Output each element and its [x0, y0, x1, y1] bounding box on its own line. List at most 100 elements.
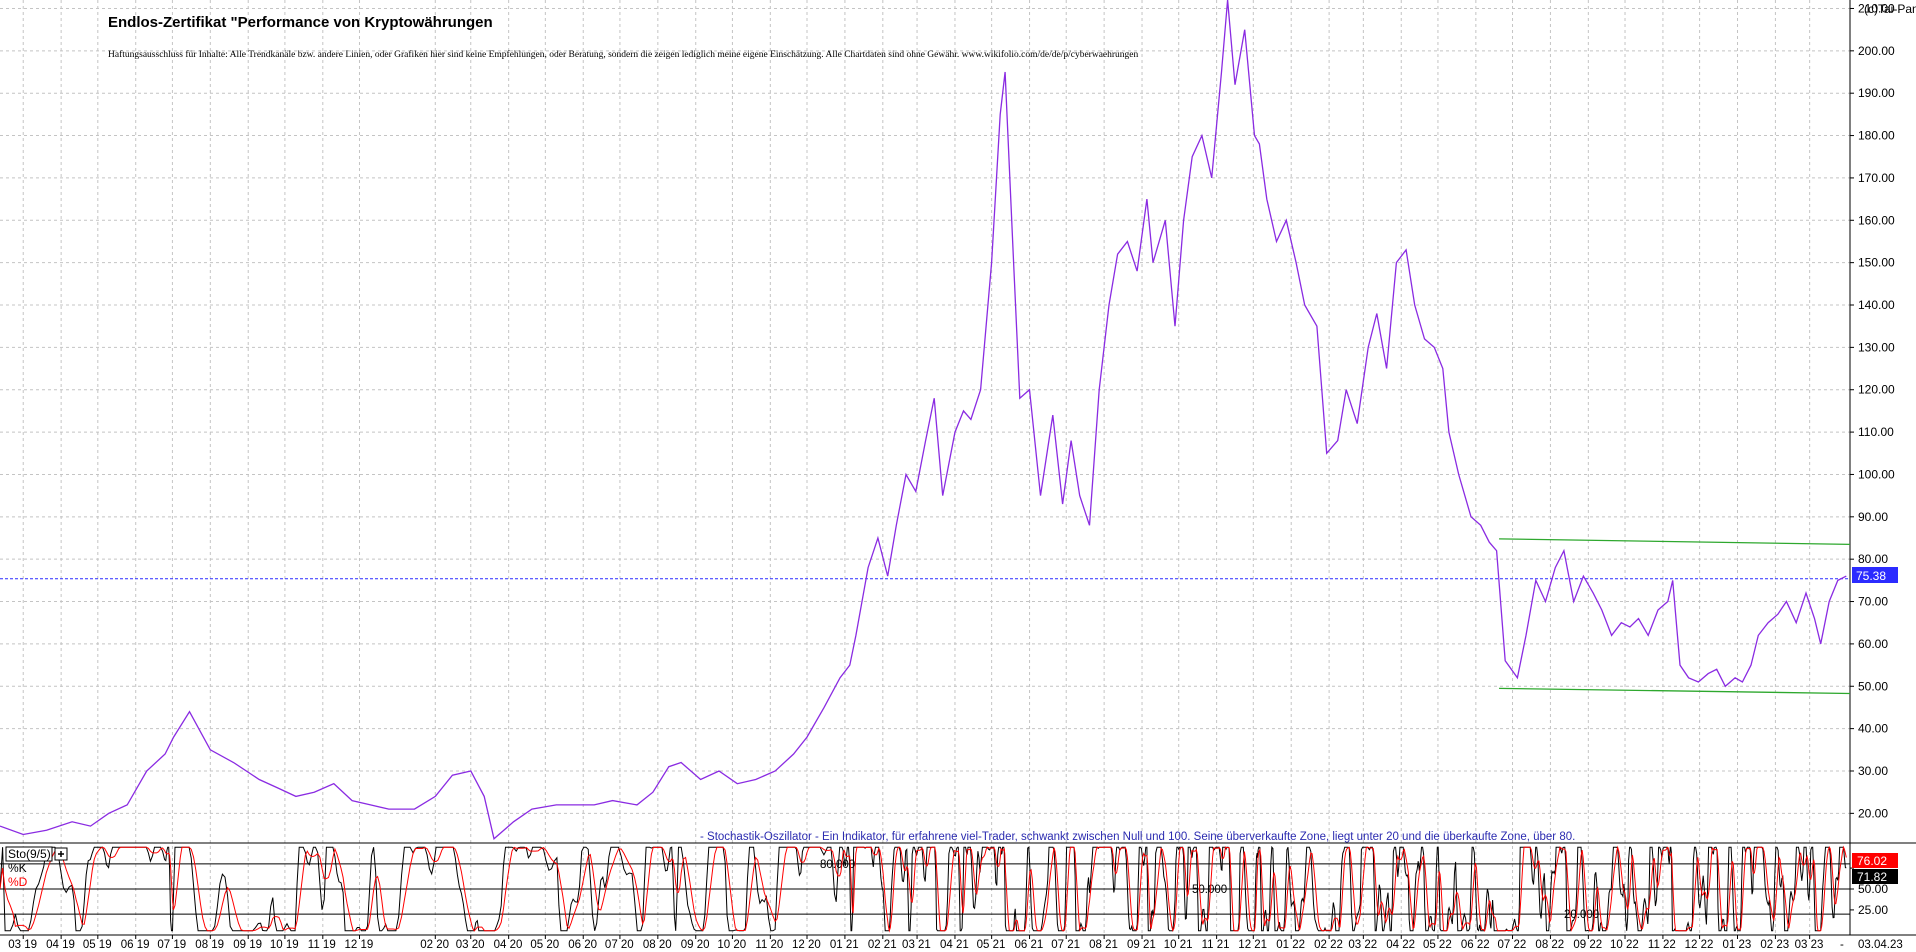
price-tick-label: 60.00 — [1858, 637, 1888, 651]
price-tick-label: 180.00 — [1858, 129, 1895, 143]
time-tick-label: 12 21 — [1238, 939, 1267, 951]
price-tick-label: 20.00 — [1858, 806, 1888, 820]
time-tick-label: 07 19 — [157, 939, 186, 951]
price-tick-label: 140.00 — [1858, 298, 1895, 312]
time-tick-label: 06 19 — [121, 939, 150, 951]
time-tick-label: 06 22 — [1461, 939, 1490, 951]
price-tick-label: 100.00 — [1858, 467, 1895, 481]
time-tick-label: 11 19 — [308, 939, 336, 951]
chart-title: Endlos-Zertifikat "Performance von Krypt… — [108, 14, 493, 31]
time-tick-label: 06 21 — [1015, 939, 1044, 951]
legend-k: %K — [8, 861, 27, 875]
price-tick-label: 110.00 — [1858, 425, 1894, 439]
price-tick-label: 200.00 — [1858, 44, 1895, 58]
time-axis-ticks: 03 19 04 19 05 19 06 19 07 19 08 19 09 19 10 19… — [8, 935, 1823, 951]
time-tick-label: 09 20 — [681, 939, 710, 951]
time-tick-label: 04 20 — [494, 939, 523, 951]
time-tick-label: 11 21 — [1202, 939, 1230, 951]
time-tick-label: 09 21 — [1127, 939, 1156, 951]
time-tick-label: 08 22 — [1535, 939, 1564, 951]
stochastic-label-box — [5, 846, 53, 862]
trend-channel — [1499, 538, 1851, 695]
time-tick-label: 02 23 — [1760, 939, 1789, 951]
time-tick-label: 11 20 — [755, 939, 783, 951]
last-date-label: 03.04.23 — [1858, 939, 1903, 951]
stochastic-label[interactable]: Sto(9/5) — [5, 846, 68, 862]
price-series-line — [0, 0, 1847, 841]
time-tick-label: 03 19 — [8, 939, 37, 951]
price-tick-label: 30.00 — [1858, 764, 1888, 778]
k-last-value: 76.02 — [1857, 854, 1887, 868]
d-last-value: 71.82 — [1857, 870, 1887, 884]
price-tick-label: 190.00 — [1858, 86, 1895, 100]
price-tick-label: 120.00 — [1858, 383, 1895, 397]
time-tick-label: 05 22 — [1423, 939, 1452, 951]
time-tick-label: 12 19 — [344, 939, 373, 951]
legend-d: %D — [8, 875, 28, 889]
price-tick-label: 90.00 — [1858, 510, 1888, 524]
time-tick-label: 05 20 — [530, 939, 559, 951]
disclaimer-text: Haftungsausschluss für Inhalte: Alle Tre… — [108, 49, 1139, 60]
watermark: (c)Tai-Pan — [1864, 2, 1916, 16]
time-tick-label: 07 20 — [605, 939, 634, 951]
price-tick-label: 40.00 — [1858, 722, 1888, 736]
time-tick-label: 08 21 — [1089, 939, 1118, 951]
k-last-box — [1852, 853, 1898, 868]
price-axis-ticks: 20.00 30.00 40.00 50.00 60.00 70.00 80.00 90.00… — [1850, 1, 1895, 820]
price-tick-label: 80.00 — [1858, 552, 1888, 566]
price-gridlines — [0, 7, 1850, 814]
time-tick-label: 02 22 — [1314, 939, 1343, 951]
time-tick-label: 01 23 — [1723, 939, 1752, 951]
stochastic-axis-ticks: 50.00 25.00 — [1850, 867, 1888, 917]
time-tick-label: 03 21 — [902, 939, 931, 951]
current-price-label-box — [1852, 567, 1898, 583]
time-tick-label: 03 23 — [1795, 939, 1824, 951]
time-tick-label: 01 21 — [830, 939, 859, 951]
time-tick-label: 04 19 — [46, 939, 75, 951]
time-tick-label: 12 22 — [1685, 939, 1714, 951]
time-tick-label: 01 22 — [1276, 939, 1305, 951]
stochastic-panel: 80.000 50.000 20.000 50.00 25.00 Sto(9/5) %… — [0, 843, 1898, 935]
time-tick-label: 03 20 — [456, 939, 485, 951]
price-tick-label: 50.00 — [1858, 679, 1888, 693]
price-tick-label: 170.00 — [1858, 171, 1895, 185]
time-tick-label: 10 19 — [270, 939, 299, 951]
time-tick-label: 02 21 — [868, 939, 897, 951]
time-tick-label: 02 20 — [420, 939, 449, 951]
time-tick-label: 03 22 — [1348, 939, 1377, 951]
time-tick-label: 06 20 — [568, 939, 597, 951]
time-tick-label: 05 21 — [977, 939, 1006, 951]
stochastic-last-values: 76.02 71.82 — [1852, 853, 1898, 884]
time-tick-label: 11 22 — [1648, 939, 1676, 951]
stochastic-tick-label: 50.00 — [1858, 882, 1888, 896]
trend-upper-line — [1499, 538, 1851, 545]
stochastic-note: - Stochastik-Oszillator - Ein Indikator,… — [700, 831, 1575, 843]
price-tick-label: 130.00 — [1858, 340, 1895, 354]
stochastic-level-label: 50.000 — [1192, 884, 1227, 896]
time-tick-label: 05 19 — [83, 939, 112, 951]
time-tick-label: 08 19 — [195, 939, 224, 951]
stochastic-tick-label: 25.00 — [1858, 903, 1888, 917]
time-tick-label: 04 22 — [1386, 939, 1415, 951]
time-tick-label: 10 21 — [1164, 939, 1193, 951]
current-price-label: 75.38 — [1852, 567, 1898, 583]
last-date-dash: - — [1840, 939, 1844, 951]
price-tick-label: 150.00 — [1858, 256, 1895, 270]
time-tick-label: 07 22 — [1498, 939, 1527, 951]
price-tick-label: 210.00 — [1858, 1, 1895, 15]
price-tick-label: 70.00 — [1858, 595, 1888, 609]
time-tick-label: 08 20 — [643, 939, 672, 951]
time-tick-label: 04 21 — [940, 939, 969, 951]
time-tick-label: 07 21 — [1051, 939, 1080, 951]
trend-lower-line — [1499, 687, 1851, 695]
time-tick-label: 10 22 — [1610, 939, 1639, 951]
stochastic-label-text: Sto(9/5) — [8, 847, 51, 861]
stochastic-level-label: 80.000 — [820, 859, 855, 871]
time-tick-label: 10 20 — [717, 939, 746, 951]
d-last-box — [1852, 869, 1898, 884]
time-tick-label: 12 20 — [792, 939, 821, 951]
time-tick-label: 09 22 — [1573, 939, 1602, 951]
price-tick-label: 160.00 — [1858, 213, 1895, 227]
